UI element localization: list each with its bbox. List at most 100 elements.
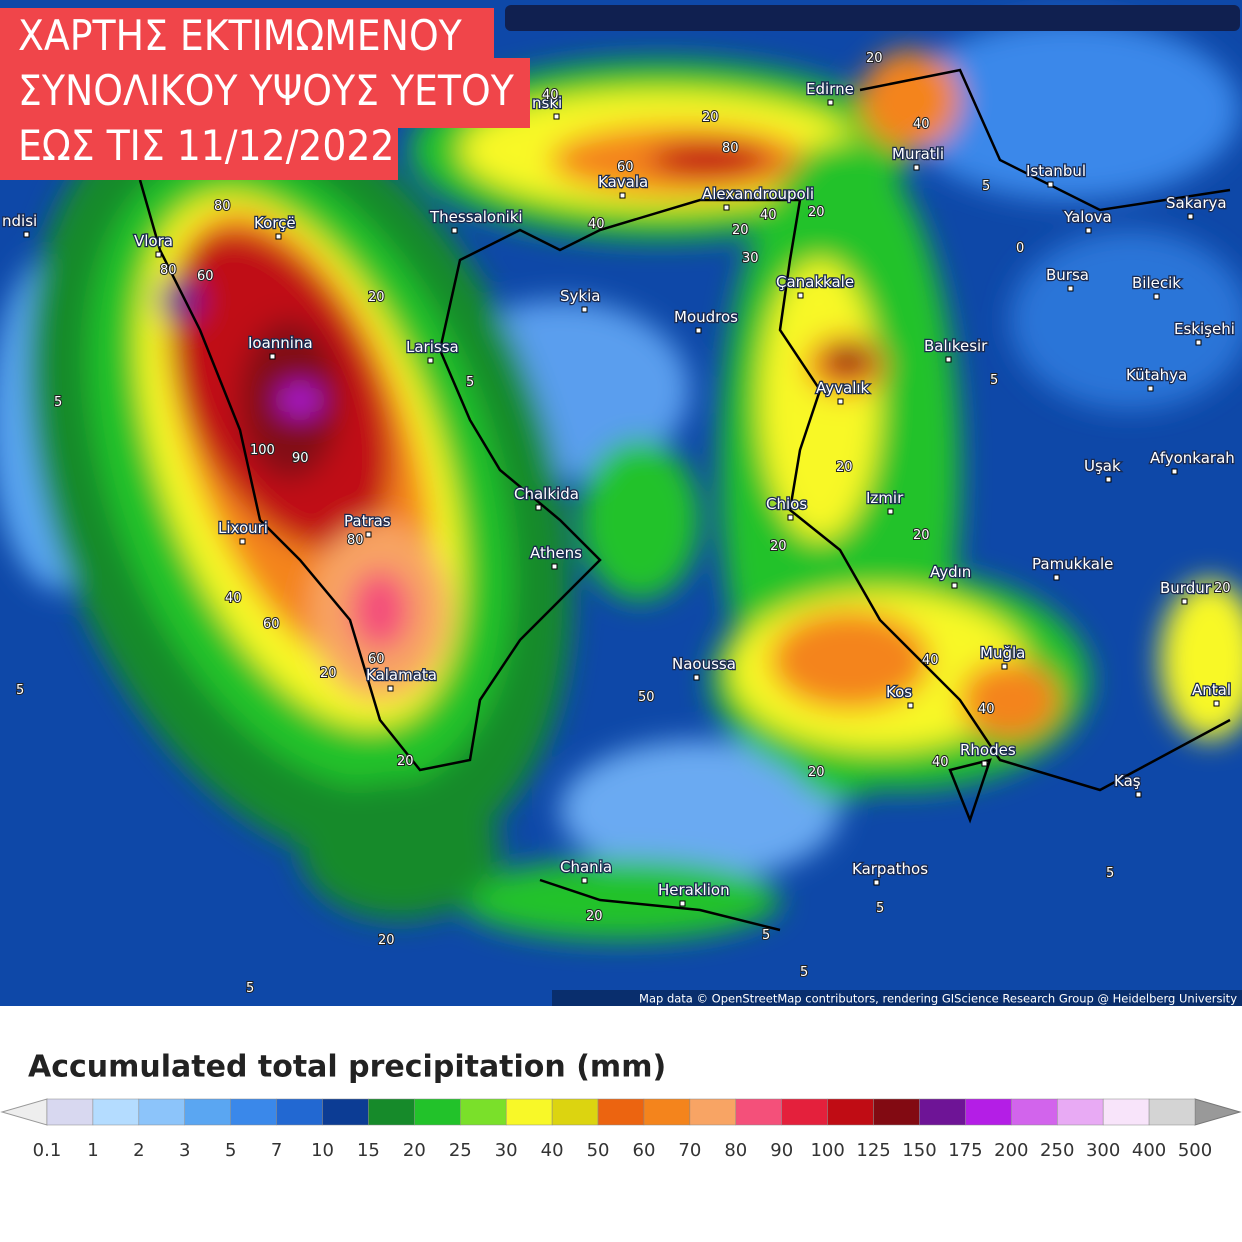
place-label: nski [532, 94, 562, 112]
place-marker [23, 231, 30, 238]
place-marker [1047, 181, 1054, 188]
contour-label: 80 [214, 199, 231, 214]
place-label: Korçë [254, 214, 296, 232]
legend-swatch [322, 1098, 369, 1126]
place-label: Aydın [930, 563, 971, 581]
contour-label: 20 [732, 223, 749, 238]
place-marker [1213, 700, 1220, 707]
legend-tick-label: 20 [403, 1140, 426, 1161]
place-label: Ioannina [248, 334, 313, 352]
place-label: Athens [530, 544, 582, 562]
contour-label: 20 [866, 51, 883, 66]
legend-tick-label: 250 [1040, 1140, 1074, 1161]
contour-label: 60 [617, 160, 634, 175]
place-label: Kos [886, 683, 912, 701]
place-label: Rhodes [960, 741, 1016, 759]
legend-swatch [92, 1098, 140, 1126]
place-label: Afyonkarah [1150, 449, 1235, 467]
legend-swatch [689, 1098, 737, 1126]
place-marker [1181, 598, 1188, 605]
place-marker [1053, 574, 1060, 581]
legend-swatch [919, 1098, 966, 1126]
contour-label: 20 [808, 765, 825, 780]
place-marker [581, 306, 588, 313]
place-marker [723, 204, 730, 211]
contour-label: 20 [320, 666, 337, 681]
legend-swatch [551, 1098, 599, 1126]
legend-tick-label: 10 [311, 1140, 334, 1161]
contour-label: 80 [160, 263, 177, 278]
legend-tick-label: 0.1 [33, 1140, 62, 1161]
place-label: Muğla [980, 644, 1025, 662]
contour-label: 40 [588, 217, 605, 232]
place-label: Karpathos [852, 860, 928, 878]
legend-tick-label: 3 [179, 1140, 190, 1161]
legend-tick-label: 125 [856, 1140, 890, 1161]
attribution: Map data © OpenStreetMap contributors, r… [639, 992, 1237, 1006]
place-label: Kaş [1114, 772, 1141, 790]
place-label: ndisi [2, 212, 37, 230]
place-label: Izmir [866, 489, 904, 507]
place-marker [553, 113, 560, 120]
place-marker [913, 164, 920, 171]
place-marker [945, 356, 952, 363]
contour-label: 20 [378, 933, 395, 948]
legend-swatch [1148, 1098, 1196, 1126]
contour-label: 40 [922, 653, 939, 668]
legend-tick-label: 15 [357, 1140, 380, 1161]
place-label: Chalkida [514, 485, 579, 503]
banner-line: ΣΥΝΟΛΙΚΟΥ ΥΨΟΥΣ ΥΕΤΟΥ [18, 66, 515, 115]
contour-label: 5 [876, 901, 884, 916]
place-label: Thessaloniki [429, 208, 523, 226]
legend-tick-label: 175 [948, 1140, 982, 1161]
legend-swatch [781, 1098, 828, 1126]
place-label: Alexandroupoli [702, 185, 814, 203]
place-marker [1187, 213, 1194, 220]
legend-tick-label: 150 [902, 1140, 936, 1161]
place-marker [951, 582, 958, 589]
contour-label: 40 [760, 208, 777, 223]
contour-label: 20 [1214, 581, 1231, 596]
place-label: Yalova [1063, 208, 1112, 226]
place-marker [619, 192, 626, 199]
place-marker [387, 685, 394, 692]
legend-arrow-right [1194, 1098, 1242, 1126]
legend-swatch [735, 1098, 782, 1126]
contour-label: 0 [1016, 241, 1024, 256]
contour-label: 5 [16, 683, 24, 698]
place-marker [827, 99, 834, 106]
contour-label: 20 [586, 909, 603, 924]
legend-tick-label: 30 [495, 1140, 518, 1161]
legend-tick-label: 70 [678, 1140, 701, 1161]
legend-tick-label: 40 [541, 1140, 564, 1161]
place-marker [239, 538, 246, 545]
legend-swatch [184, 1098, 231, 1126]
contour-label: 40 [978, 702, 995, 717]
place-label: Sykia [560, 287, 600, 305]
legend-swatch [1056, 1098, 1104, 1126]
place-marker [275, 233, 282, 240]
legend-tick-label: 60 [633, 1140, 656, 1161]
place-marker [787, 514, 794, 521]
legend-tick-label: 400 [1132, 1140, 1166, 1161]
place-marker [1147, 385, 1154, 392]
legend-tick-label: 200 [994, 1140, 1028, 1161]
place-marker [873, 879, 880, 886]
place-marker [837, 398, 844, 405]
place-marker [269, 353, 276, 360]
legend-tick-label: 25 [449, 1140, 472, 1161]
banner-bg [0, 128, 398, 180]
contour-label: 20 [770, 539, 787, 554]
place-label: Çanakkale [776, 273, 854, 291]
place-marker [695, 327, 702, 334]
place-label: Uşak [1084, 457, 1121, 475]
contour-label: 60 [368, 652, 385, 667]
contour-label: 20 [368, 290, 385, 305]
contour-label: 5 [1106, 866, 1114, 881]
contour-label: 20 [702, 110, 719, 125]
place-marker [1171, 468, 1178, 475]
banner-line: ΕΩΣ ΤΙΣ 11/12/2022 [18, 121, 394, 170]
place-label: Bilecik [1132, 274, 1181, 292]
